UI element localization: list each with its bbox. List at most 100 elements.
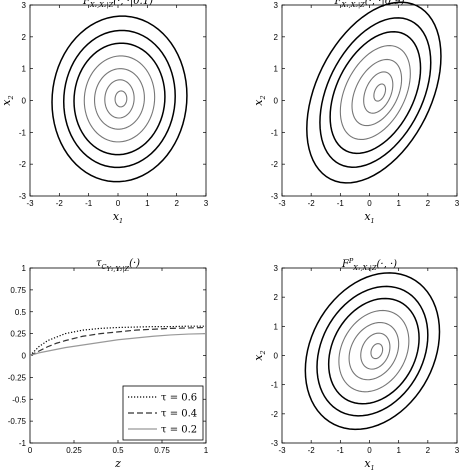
text-part: -1 (19, 439, 27, 448)
legend-label-2: τ = 0.4 (161, 409, 197, 420)
y-tick-label: -2 (271, 410, 279, 419)
text-part: 1 (145, 199, 150, 208)
y-tick-label: -3 (271, 439, 279, 448)
x-tick-label: 0 (367, 199, 372, 208)
text-part: x (252, 99, 265, 106)
text-part: -2 (271, 410, 279, 419)
text-part: 2 (274, 293, 279, 302)
text-part: 3 (274, 264, 279, 273)
x-tick-label: 0 (367, 446, 372, 455)
y-tick-label: -1 (19, 439, 27, 448)
x-tick-label: 3 (204, 199, 209, 208)
x-axis-label: z (114, 457, 121, 470)
series-line-2 (29, 326, 207, 357)
text-part: -2 (308, 446, 316, 455)
legend-label-3: τ = 0.2 (161, 425, 197, 436)
contour-level-1 (51, 15, 188, 183)
text-part: x (364, 210, 371, 223)
contour-level-2 (316, 285, 429, 417)
contour-level-6 (363, 71, 394, 114)
text-part: τ = 0.6 (161, 393, 197, 404)
text-part: P (348, 257, 354, 265)
text-part: C (102, 263, 107, 271)
text-part: 0 (367, 199, 372, 208)
text-part: 0 (22, 352, 27, 361)
chart-title: FX₁,X₂|Z(·, ·|0.9) (334, 0, 405, 9)
y-axis-label: x2 (0, 95, 15, 105)
y-tick-label: -0.25 (8, 373, 27, 382)
text-part: 0.75 (10, 286, 26, 295)
contour-level-4 (339, 45, 411, 141)
contour-level-1 (306, 1, 442, 184)
text-part: 3 (455, 446, 460, 455)
text-part: -2 (308, 199, 316, 208)
x-tick-label: 0 (116, 199, 121, 208)
y-tick-label: -1 (19, 128, 27, 137)
text-part: τ (96, 258, 102, 269)
text-part: -1 (271, 381, 279, 390)
text-part: 3 (455, 199, 460, 208)
y-tick-label: 3 (274, 1, 279, 10)
y-tick-label: 0.25 (10, 330, 26, 339)
y-tick-label: 2 (274, 33, 279, 42)
text-part: 2 (259, 350, 267, 355)
x-tick-label: -2 (56, 199, 64, 208)
y-axis-label: x2 (252, 95, 267, 105)
text-part: -3 (278, 446, 286, 455)
series-line-1 (29, 325, 206, 356)
text-part: x (364, 457, 371, 470)
text-part: 1 (274, 322, 279, 331)
contour-level-5 (351, 58, 403, 127)
y-tick-label: 1 (22, 65, 27, 74)
text-part: 0 (116, 199, 121, 208)
y-tick-label: 2 (22, 33, 27, 42)
x-tick-label: 0.75 (154, 446, 170, 455)
x-tick-label: 1 (204, 446, 209, 455)
x-tick-label: 0 (28, 446, 33, 455)
contour-level-2 (319, 17, 432, 168)
plot-frame (281, 4, 458, 197)
contour-level-5 (348, 321, 400, 381)
text-part: 0 (28, 446, 33, 455)
text-part: x (0, 99, 13, 106)
x-tick-label: -1 (85, 199, 93, 208)
y-tick-label: -0.75 (8, 417, 27, 426)
x-axis-label: x1 (364, 210, 374, 225)
y-tick-label: 0 (22, 352, 27, 361)
text-part: 1 (396, 446, 401, 455)
text-part: -3 (278, 199, 286, 208)
y-tick-label: 0 (22, 97, 27, 106)
text-part: X₁,X₂|Z (89, 1, 114, 9)
x-tick-label: 3 (455, 199, 460, 208)
text-part: -3 (19, 192, 27, 201)
y-tick-label: 1 (274, 322, 279, 331)
text-part: 0.25 (66, 446, 82, 455)
text-part: 0.5 (15, 308, 27, 317)
x-tick-label: 2 (174, 199, 179, 208)
x-axis-label: x1 (364, 457, 374, 472)
text-part: 1 (119, 217, 123, 225)
text-part: x (113, 210, 120, 223)
text-part: F (82, 0, 91, 7)
chart-title: τCY₁,Y₂|Z(·) (96, 258, 140, 273)
chart-title: FX₁,X₂|Z(·, ·|0.1) (82, 0, 153, 9)
text-part: 2 (22, 33, 27, 42)
y-tick-label: -2 (271, 160, 279, 169)
y-tick-label: 2 (274, 293, 279, 302)
text-part: (·, ·|0.9) (365, 0, 405, 7)
text-part: -3 (26, 199, 34, 208)
contour-level-5 (93, 68, 145, 130)
text-part: -0.75 (8, 417, 27, 426)
y-tick-label: -3 (271, 192, 279, 201)
contour-level-7 (114, 90, 128, 108)
text-part: X₁,X₂|Z (352, 264, 377, 272)
contour-level-3 (329, 30, 422, 155)
x-tick-label: 2 (426, 199, 431, 208)
y-tick-label: 3 (22, 1, 27, 10)
contour-level-3 (327, 297, 420, 405)
text-part: (·) (129, 258, 140, 269)
y-tick-label: 1 (22, 264, 27, 273)
text-part: (·, ·) (377, 259, 398, 270)
text-part: (·, ·|0.1) (113, 0, 153, 7)
